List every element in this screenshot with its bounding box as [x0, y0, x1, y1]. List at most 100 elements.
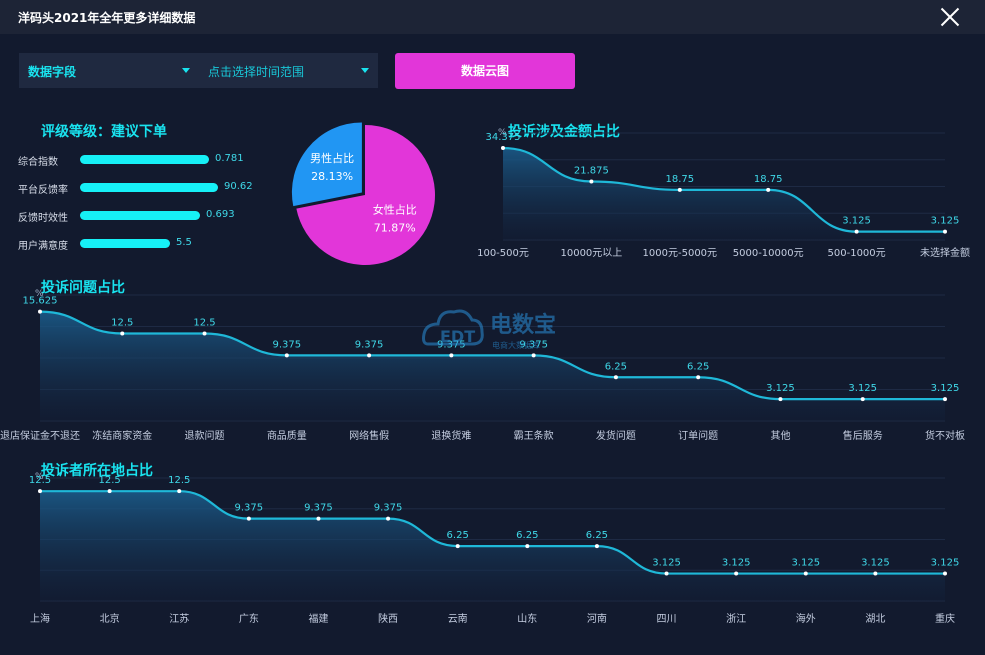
x-tick-label: 退店保证金不退还 [0, 429, 80, 442]
x-tick-label: 退款问题 [185, 429, 225, 442]
data-label: 18.75 [665, 174, 694, 185]
region-chart-title: 投诉者所在地占比 [41, 463, 153, 479]
window-title: 洋码头2021年全年更多详细数据 [18, 11, 196, 25]
x-tick-label: 上海 [30, 612, 50, 625]
rating-value: 0.781 [215, 153, 244, 164]
data-point [943, 397, 947, 402]
rating-row: 综合指数 0.781 [18, 151, 268, 168]
title-bar: 洋码头2021年全年更多详细数据 [0, 0, 985, 34]
data-point [449, 353, 454, 358]
series-area [40, 311, 945, 421]
data-point [525, 544, 530, 549]
x-tick-label: 霸王条款 [514, 429, 554, 442]
data-point [943, 229, 947, 234]
pie-slice [296, 125, 435, 265]
x-tick-label: 货不对板 [925, 429, 965, 442]
data-point [766, 187, 771, 192]
watermark-text: 电数宝 [490, 312, 556, 338]
data-label: 3.125 [848, 383, 877, 394]
data-point [107, 489, 112, 494]
issues-area-chart: %15.625 退店保证金不退还 12.5 冻结商家资金 12.5 退款问题 9.375 商品… [0, 289, 965, 442]
x-tick-label: 重庆 [935, 612, 955, 625]
data-point [386, 516, 391, 521]
data-point [120, 331, 125, 336]
data-field-select[interactable]: 数据字段 [19, 53, 199, 88]
time-range-label: 点击选择时间范围 [208, 65, 305, 79]
x-tick-label: 售后服务 [843, 429, 883, 442]
data-label: 3.125 [931, 558, 960, 569]
pie-slice [291, 122, 362, 207]
data-label: 6.25 [586, 530, 608, 541]
data-label: 18.75 [754, 174, 783, 185]
rating-bar [80, 155, 209, 164]
amount-area-chart: %34.375 100-500元 21.875 10000元以上 18.75 1000元-… [477, 128, 970, 259]
y-axis-unit: % [35, 289, 44, 299]
amount-chart-title: 投诉涉及金额占比 [508, 124, 620, 140]
data-label: 6.25 [687, 361, 709, 372]
rating-value: 5.5 [176, 237, 192, 248]
data-point [677, 187, 682, 192]
pie-slice-label: 男性占比 [310, 151, 354, 165]
close-icon[interactable] [938, 5, 962, 29]
data-label: 12.5 [168, 475, 190, 486]
rating-row: 平台反馈率 90.62 [18, 179, 268, 196]
y-axis-unit: % [35, 472, 44, 482]
data-point [943, 571, 947, 576]
data-label: 3.125 [791, 558, 820, 569]
x-tick-label: 5000-10000元 [733, 248, 804, 259]
data-point [284, 353, 289, 358]
watermark-subtext: 电商大数据库 [492, 340, 540, 350]
data-cloud-button[interactable]: 数据云图 [395, 53, 575, 89]
rating-label: 平台反馈率 [18, 185, 68, 196]
data-point [531, 353, 536, 358]
chevron-down-icon [361, 68, 369, 73]
data-point [202, 331, 207, 336]
data-label: 12.5 [98, 475, 120, 486]
x-tick-label: 其他 [770, 429, 790, 442]
y-axis-unit: % [498, 128, 507, 138]
data-label: 15.625 [23, 296, 58, 307]
x-tick-label: 100-500元 [477, 248, 529, 259]
data-label: 9.375 [374, 503, 403, 514]
data-point [177, 489, 182, 494]
x-tick-label: 订单问题 [678, 429, 718, 442]
data-label: 9.375 [235, 503, 264, 514]
time-range-select[interactable]: 点击选择时间范围 [199, 53, 378, 88]
x-tick-label: 冻结商家资金 [92, 429, 152, 442]
data-point [664, 571, 669, 576]
data-label: 9.375 [272, 339, 301, 350]
data-point [803, 571, 808, 576]
x-tick-label: 1000元-5000元 [643, 248, 718, 259]
rating-row: 用户满意度 5.5 [18, 235, 268, 252]
data-label: 34.375 [486, 132, 521, 143]
chevron-down-icon [182, 68, 190, 73]
data-label: 3.125 [931, 383, 960, 394]
data-point [38, 489, 42, 494]
rating-value: 0.693 [206, 209, 235, 220]
x-tick-label: 网络售假 [349, 429, 389, 442]
data-label: 3.125 [652, 558, 681, 569]
rating-label: 用户满意度 [18, 241, 68, 252]
x-tick-label: 山东 [517, 612, 537, 625]
pie-slice-value: 28.13% [311, 170, 353, 183]
watermark-mark: EDT [440, 327, 475, 346]
data-label: 12.5 [111, 318, 133, 329]
x-tick-label: 退换货难 [431, 429, 471, 442]
data-point [316, 516, 321, 521]
rating-row: 反馈时效性 0.693 [18, 207, 268, 224]
series-area [503, 148, 945, 240]
data-point [734, 571, 739, 576]
gender-pie-chart: 男性占比 28.13% 女性占比 71.87% [291, 122, 435, 265]
data-label: 12.5 [29, 475, 51, 486]
x-tick-label: 江苏 [169, 612, 189, 625]
data-label: 6.25 [447, 530, 469, 541]
data-point [367, 353, 372, 358]
data-label: 3.125 [842, 216, 871, 227]
x-tick-label: 未选择金额 [920, 246, 970, 259]
data-point [873, 571, 878, 576]
x-tick-label: 福建 [308, 612, 328, 625]
data-point [860, 397, 865, 402]
data-point [246, 516, 251, 521]
x-tick-label: 500-1000元 [828, 248, 886, 259]
data-point [455, 544, 460, 549]
